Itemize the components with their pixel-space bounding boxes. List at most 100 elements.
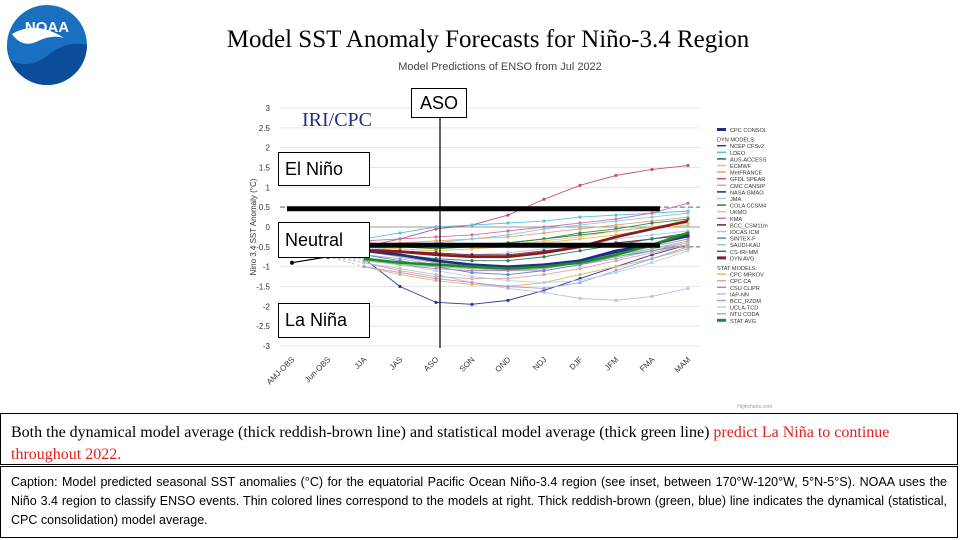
series-point	[614, 173, 618, 178]
series-point	[398, 271, 402, 275]
series-line-bcc-rzdm	[363, 246, 689, 289]
legend-item: JMA	[730, 197, 741, 203]
series-point	[434, 276, 438, 281]
series-point	[650, 233, 654, 237]
y-tick-label: -2.5	[256, 322, 270, 331]
series-point	[506, 278, 510, 283]
series-point	[614, 298, 618, 302]
series-point	[614, 223, 618, 227]
series-point	[686, 201, 690, 205]
series-point	[650, 237, 654, 241]
series-point	[434, 273, 438, 277]
page-title: Model SST Anomaly Forecasts for Niño-3.4…	[226, 26, 750, 53]
label-neutral: Neutral	[278, 222, 370, 258]
legend-item: LDEO	[730, 151, 746, 157]
series-point	[650, 215, 654, 219]
series-point	[506, 284, 510, 289]
legend-item: SINTEX-F	[730, 237, 756, 243]
series-point	[506, 229, 510, 233]
y-tick-label: 1.5	[259, 164, 271, 173]
legend-item: CMC CANSIP	[730, 184, 765, 190]
series-point	[542, 286, 546, 291]
summary-text: Both the dynamical model average (thick …	[11, 424, 714, 441]
x-tick-label: FMA	[638, 355, 657, 374]
series-point	[506, 233, 510, 237]
legend-item: GFDL SPEAR	[730, 177, 765, 183]
label-el-nino: El Niño	[278, 152, 370, 186]
series-point	[650, 257, 654, 261]
legend-item: KMA	[730, 217, 742, 223]
y-tick-label: -0.5	[256, 243, 270, 252]
series-point	[578, 273, 582, 277]
series-line-kma	[363, 202, 689, 242]
y-tick-label: 2.5	[259, 124, 271, 133]
enso-chart: Model Predictions of ENSO from Jul 2022 I…	[249, 61, 772, 410]
legend-item: NASA GMAO	[730, 190, 764, 196]
series-point	[542, 227, 546, 231]
series-point	[578, 278, 582, 283]
observed-point	[290, 260, 294, 265]
series-point	[650, 251, 654, 255]
series-point	[542, 273, 546, 277]
series-point	[686, 245, 690, 249]
x-tick-label: JJA	[353, 355, 369, 371]
series-line-stat-avg	[363, 231, 689, 271]
y-tick-label: -1.5	[256, 283, 270, 292]
series-point	[434, 235, 438, 239]
legend-item: CS-IRI-MM	[730, 250, 758, 256]
legend-item: NTU CODA	[730, 312, 759, 318]
legend-item: CPC MRKOV	[730, 273, 764, 279]
series-line-bcc-csm11m	[363, 234, 689, 256]
label-aso: ASO	[411, 88, 467, 118]
legend-item: CPC CA	[730, 279, 751, 285]
legend-item: AUS-ACCESS	[730, 157, 767, 163]
series-point	[398, 237, 402, 241]
series-point	[506, 298, 510, 302]
chart-subtitle: Model Predictions of ENSO from Jul 2022	[398, 61, 602, 73]
series-point	[578, 235, 582, 239]
x-tick-label: SON	[458, 355, 477, 374]
series-point	[650, 167, 654, 172]
series-point	[470, 223, 474, 227]
x-tick-label: AMJ-OBS	[265, 355, 297, 387]
series-point	[470, 237, 474, 241]
y-tick-label: 1	[266, 183, 271, 192]
series-point	[578, 223, 582, 227]
legend-item: IOCAS ICM	[730, 230, 760, 236]
series-point	[434, 225, 438, 229]
y-tick-label: -1	[263, 263, 271, 272]
x-tick-label: DJF	[568, 355, 585, 372]
svg-text:NOAA: NOAA	[25, 19, 69, 36]
series-line-cola-ccsm4	[363, 218, 689, 250]
series-point	[578, 215, 582, 219]
legend-item: IAP-NN	[730, 292, 749, 298]
legend-item: ECMWF	[730, 164, 752, 170]
series-line-dyn-avg	[363, 219, 689, 259]
series-point	[578, 267, 582, 271]
series-point	[578, 183, 582, 187]
series-point	[398, 231, 402, 235]
series-line-cpc-ca	[363, 244, 689, 280]
summary-highlight: predict La Niña to continue throughout 2…	[11, 424, 890, 463]
y-tick-label: -3	[263, 342, 271, 351]
series-point	[686, 211, 690, 215]
y-tick-label: 0.5	[259, 203, 271, 212]
series-point	[578, 249, 582, 253]
legend-item: STAT AVG	[730, 319, 756, 325]
series-point	[542, 280, 546, 285]
series-line-ucla-tcd	[363, 250, 689, 283]
series-point	[542, 219, 546, 223]
series-point	[434, 300, 438, 304]
series-point	[470, 259, 474, 263]
chart-credit: Highcharts.com	[737, 404, 772, 410]
series-point	[434, 269, 438, 273]
legend-item: DYN AVG	[730, 256, 754, 262]
y-tick-label: 3	[266, 104, 271, 113]
chart-watermark: IRI/CPC	[302, 109, 372, 131]
series-point	[614, 229, 618, 233]
series-point	[506, 221, 510, 225]
series-point	[650, 221, 654, 225]
legend-item: COLA CCSM4	[730, 204, 766, 210]
legend-header-stat: STAT MODELS:	[717, 266, 758, 272]
series-point	[614, 271, 618, 275]
